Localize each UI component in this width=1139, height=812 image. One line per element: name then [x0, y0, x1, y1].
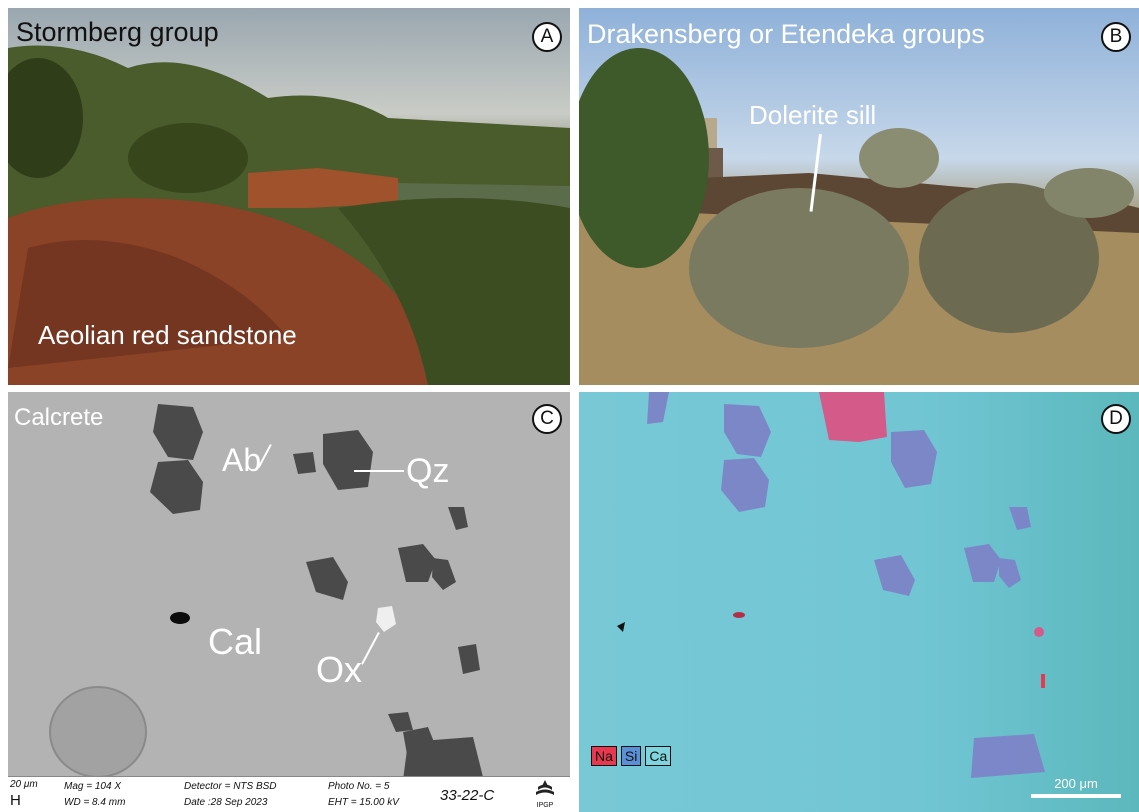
legend-na: Na [591, 746, 617, 766]
scale-bar-label: 200 μm [1054, 776, 1098, 791]
panel-a-rock-label: Aeolian red sandstone [38, 320, 297, 350]
legend-ca: Ca [645, 746, 672, 766]
panel-b-badge: B [1101, 22, 1131, 52]
panel-a-landscape-image [8, 45, 570, 385]
panel-d-eds-map: D Na Si Ca 200 μm [579, 392, 1139, 812]
sem-detector: Detector = NTS BSD [184, 781, 277, 792]
sem-info-bar: 20 μm H Mag = 104 X WD = 8.4 mm Detector… [8, 776, 570, 812]
panel-b-field-photo: Drakensberg or Etendeka groups B Dolerit… [579, 8, 1139, 385]
panel-d-badge: D [1101, 404, 1131, 434]
quartz-leader-line [354, 470, 404, 472]
panel-a-field-photo: Stormberg group A Aeolian red sandstone [8, 8, 570, 385]
ipgp-logo-text: IPGP [536, 802, 554, 809]
quartz-label: Qz [406, 452, 450, 490]
sem-wd: WD = 8.4 mm [64, 797, 126, 808]
panel-c-title: Calcrete [14, 404, 104, 431]
sem-h-marker: H [10, 792, 21, 809]
calcite-label: Cal [208, 621, 263, 662]
legend-si: Si [620, 746, 642, 766]
panel-d-element-map [617, 392, 1045, 778]
sem-eht: EHT = 15.00 kV [328, 797, 399, 808]
sem-date: Date :28 Sep 2023 [184, 797, 268, 808]
element-legend: Na Si Ca [591, 746, 672, 766]
panel-b-landscape-image [579, 48, 1139, 385]
sem-mag: Mag = 104 X [64, 781, 121, 792]
panel-b-sill-label: Dolerite sill [749, 100, 877, 130]
sem-photo-no: Photo No. = 5 [328, 781, 390, 792]
panel-a-badge: A [532, 22, 562, 52]
panel-b-title: Drakensberg or Etendeka groups [587, 19, 985, 49]
albite-label: Ab [222, 442, 262, 478]
panel-c-bse-micrograph [49, 404, 483, 780]
sem-sample-id: 33-22-C [440, 787, 495, 804]
panel-a-title: Stormberg group [16, 17, 219, 47]
oxide-label: Ox [316, 649, 363, 690]
panel-c-badge: C [532, 404, 562, 434]
scale-bar: 200 μm [1031, 776, 1121, 802]
panel-c-sem-image: Calcrete C Ab Qz Cal Ox 20 μm H Mag = 10… [8, 392, 570, 812]
scale-bar-line [1031, 794, 1121, 798]
ipgp-logo-icon: IPGP [528, 779, 562, 811]
sem-scale-text: 20 μm [10, 779, 38, 790]
